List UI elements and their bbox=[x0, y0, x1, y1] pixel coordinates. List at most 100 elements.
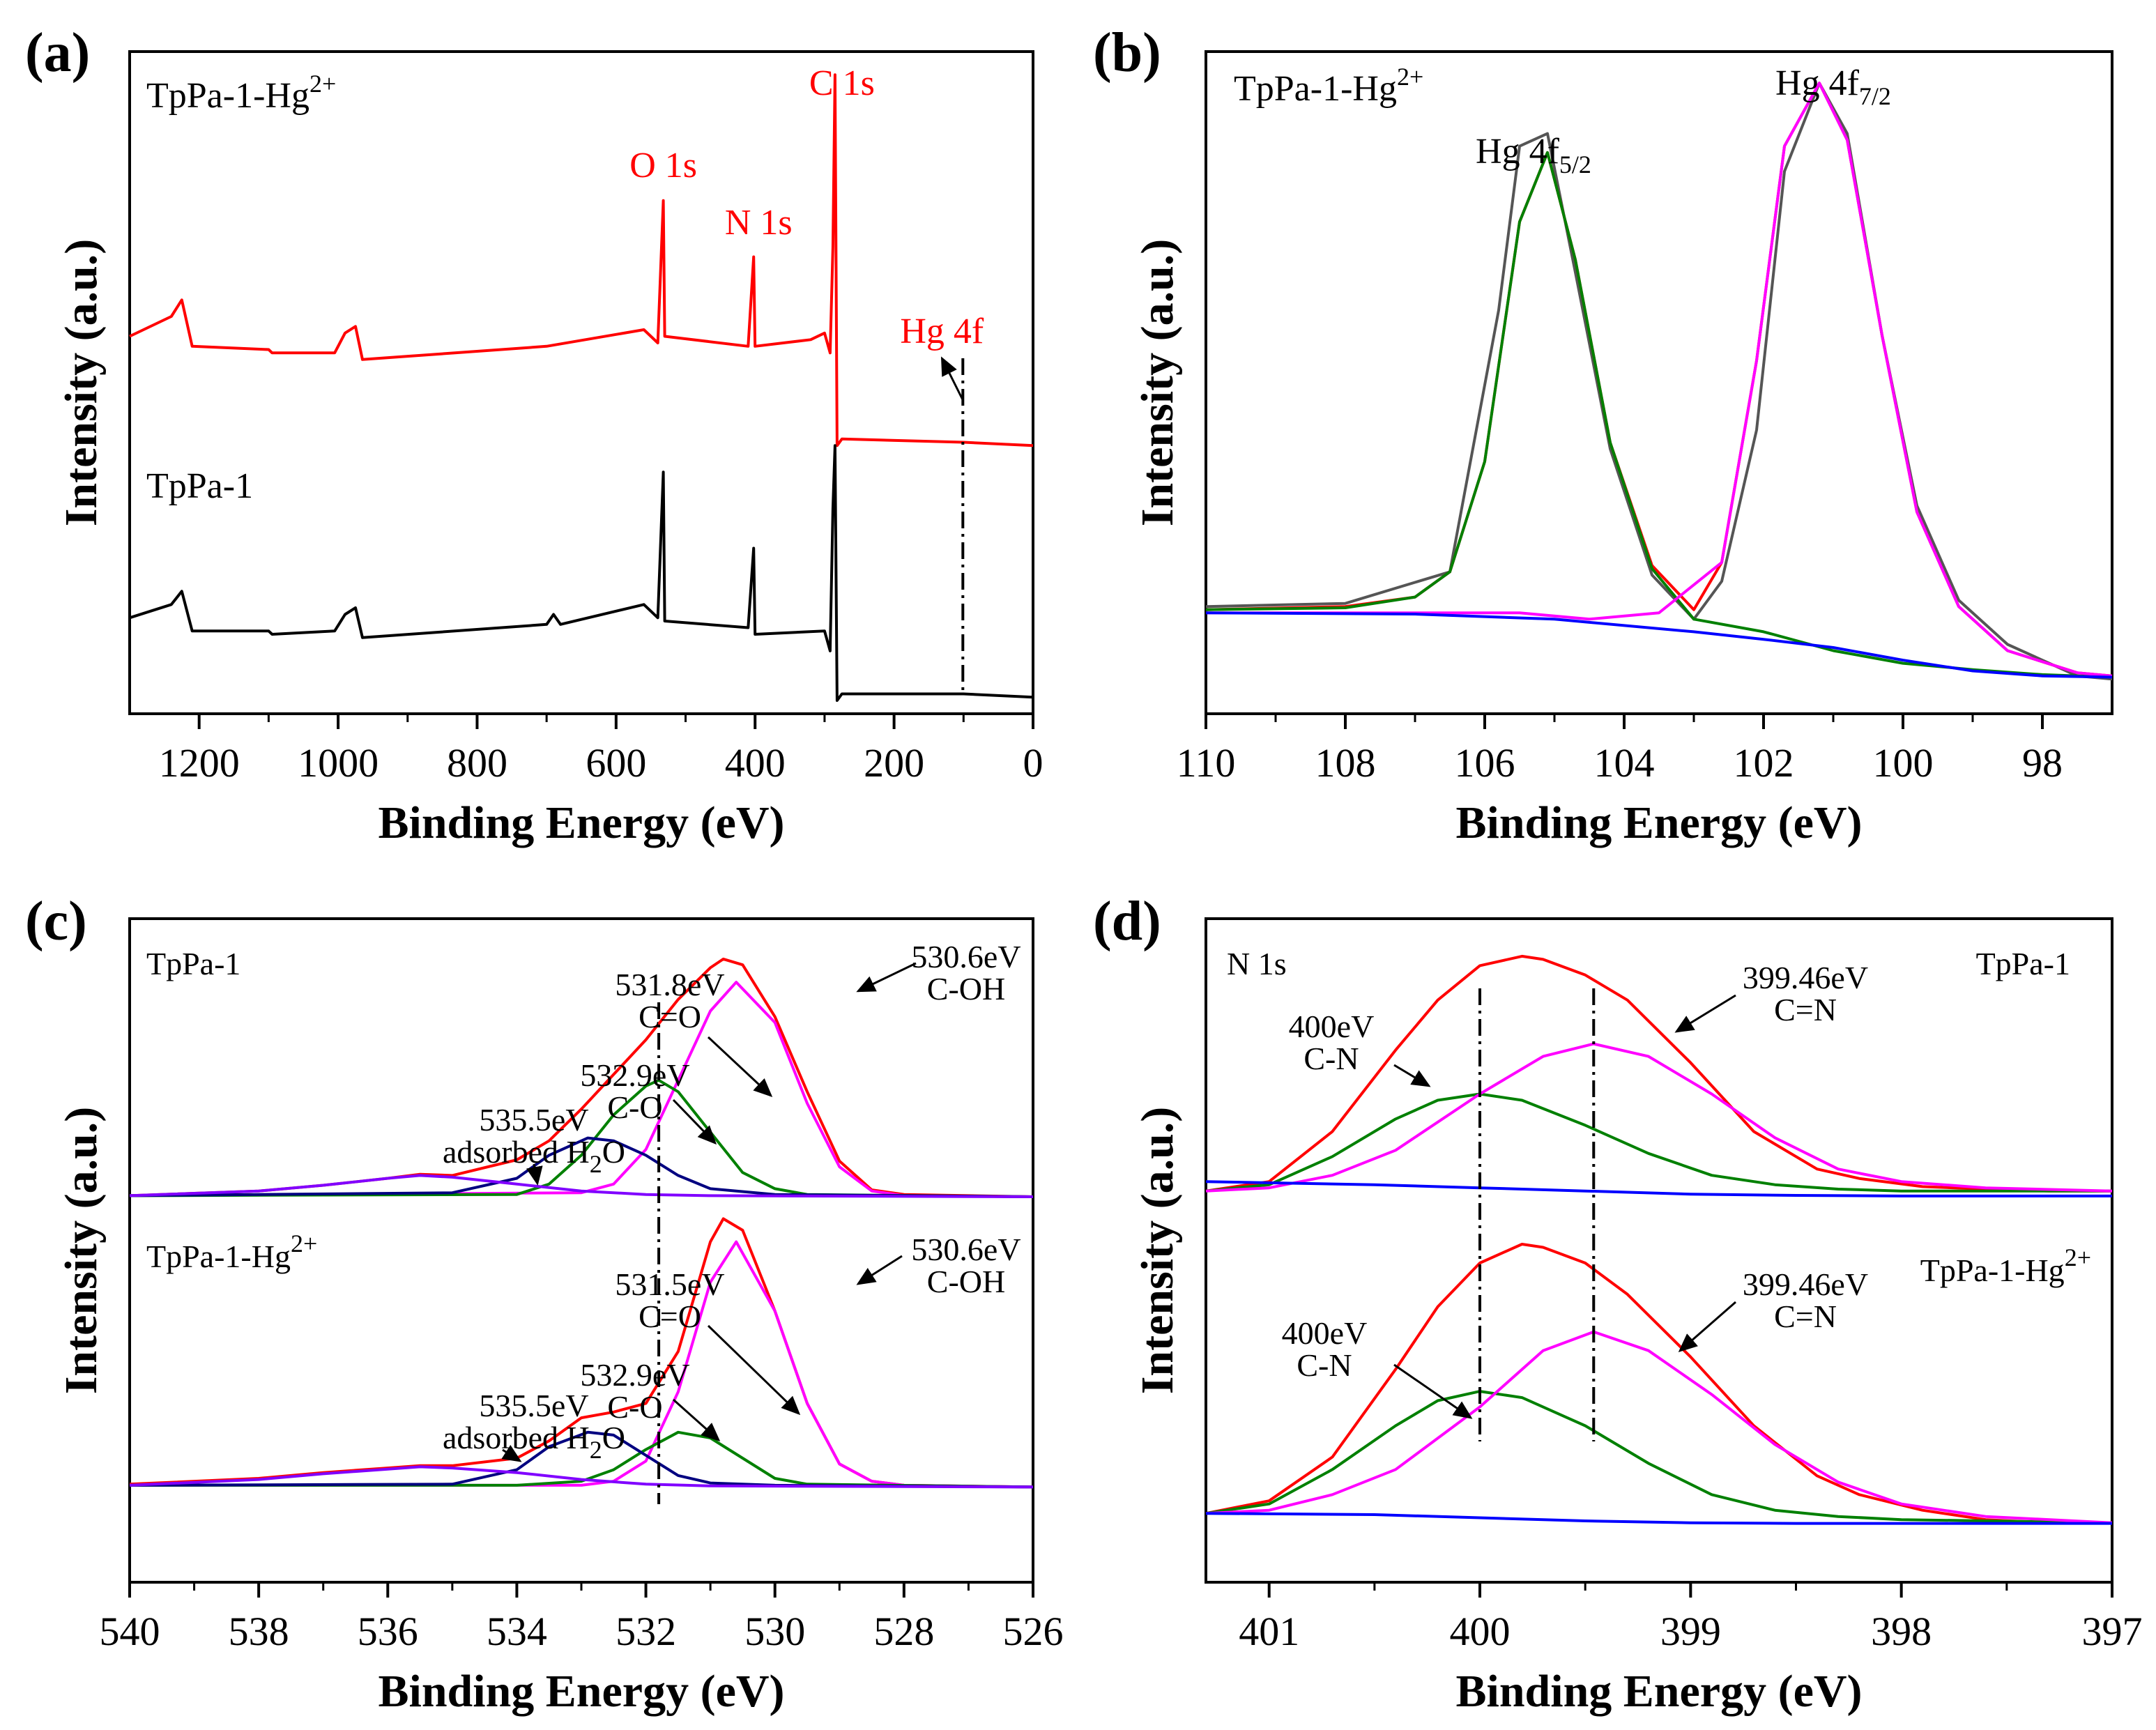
peak-arrow bbox=[707, 1036, 773, 1098]
x-tick-label: 398 bbox=[1871, 1609, 1932, 1654]
peak-annotation-energy: 530.6eV bbox=[911, 1232, 1020, 1267]
peak-annotation-species: C-N bbox=[1297, 1347, 1352, 1383]
panel-label: (d) bbox=[1093, 891, 1161, 952]
series-line bbox=[1205, 1042, 2113, 1193]
sample-label-hg: TpPa-1-Hg2+ bbox=[146, 70, 336, 116]
x-tick-label: 536 bbox=[358, 1609, 418, 1654]
peak-annotation-energy: 399.46eV bbox=[1743, 1266, 1868, 1302]
series-line bbox=[129, 1174, 1034, 1198]
peak-arrow bbox=[1393, 1363, 1473, 1419]
peak-annotation-species: C-O bbox=[607, 1089, 662, 1125]
y-axis-title: Intensity (a.u.) bbox=[1132, 1107, 1183, 1395]
peak-annotation-energy: 532.9eV bbox=[580, 1357, 689, 1393]
series-line bbox=[1205, 1512, 2112, 1525]
y-axis-title: Intensity (a.u.) bbox=[1132, 239, 1183, 527]
peak-annotation-species: C-O bbox=[607, 1389, 662, 1425]
peak-annotation-energy: 530.6eV bbox=[911, 939, 1020, 974]
x-tick-label: 100 bbox=[1873, 740, 1934, 786]
x-tick-label: 401 bbox=[1239, 1609, 1299, 1654]
x-tick-label: 102 bbox=[1734, 740, 1794, 786]
peak-arrow bbox=[526, 1163, 543, 1186]
series-line bbox=[1205, 611, 2113, 679]
region-label-n1s: N 1s bbox=[1227, 946, 1287, 981]
sample-label-tppa: TpPa-1 bbox=[146, 466, 253, 506]
series-group bbox=[1205, 954, 2113, 1525]
peak-annotation-energy: 531.5eV bbox=[615, 1266, 724, 1302]
x-tick-label: 108 bbox=[1315, 740, 1376, 786]
series-group bbox=[1205, 82, 2113, 681]
x-tick-label: 0 bbox=[1023, 740, 1043, 786]
sample-label-hg: TpPa-1-Hg2+ bbox=[1920, 1243, 2091, 1288]
x-tick-label: 1000 bbox=[298, 740, 379, 786]
peak-arrow bbox=[501, 1444, 522, 1462]
series-line bbox=[1205, 1092, 2112, 1193]
series-line bbox=[1205, 1180, 2112, 1197]
panel-label: (a) bbox=[25, 22, 90, 84]
x-tick-label: 600 bbox=[586, 740, 646, 786]
x-tick-label: 400 bbox=[1450, 1609, 1511, 1654]
peak-arrow bbox=[1678, 1301, 1736, 1352]
x-axis-title: Binding Energy (eV) bbox=[378, 797, 784, 848]
x-tick-label: 540 bbox=[100, 1609, 160, 1654]
peak-annotation-species: C=N bbox=[1774, 1299, 1837, 1334]
panel-label: (c) bbox=[25, 891, 87, 952]
series-line bbox=[129, 1465, 1034, 1489]
peak-annotation-energy: 400eV bbox=[1289, 1009, 1375, 1044]
y-axis-title: Intensity (a.u.) bbox=[56, 239, 107, 527]
x-tick-label: 1200 bbox=[159, 740, 240, 786]
series-group bbox=[129, 73, 1034, 702]
plot-frame bbox=[1205, 50, 2113, 715]
x-axis-title: Binding Energy (eV) bbox=[378, 1666, 784, 1717]
peak-annotation-species: C=O bbox=[639, 999, 701, 1034]
plot-frame bbox=[128, 50, 1034, 715]
x-tick-label: 397 bbox=[2082, 1609, 2143, 1654]
x-tick-label: 534 bbox=[487, 1609, 547, 1654]
peak-arrow bbox=[673, 1398, 721, 1441]
peak-label-n1s: N 1s bbox=[725, 203, 793, 243]
peak-arrow bbox=[672, 1099, 717, 1145]
peak-annotation-energy: 531.8eV bbox=[615, 967, 724, 1002]
peak-arrow bbox=[1393, 1064, 1431, 1087]
x-tick-label: 800 bbox=[447, 740, 507, 786]
peak-annotation-energy: 400eV bbox=[1282, 1315, 1368, 1351]
peak-label-o1s: O 1s bbox=[629, 146, 697, 185]
series-line bbox=[1205, 1390, 2113, 1524]
peak-label-hg4f: Hg 4f bbox=[900, 312, 984, 351]
sample-label-hg: TpPa-1-Hg2+ bbox=[146, 1230, 317, 1274]
peak-arrow bbox=[1674, 994, 1736, 1033]
series-line bbox=[129, 1430, 1034, 1489]
peak-annotation-species: C=N bbox=[1774, 992, 1837, 1027]
peak-annotation-species: adsorbed H2O bbox=[443, 1134, 625, 1178]
hg4f-arrow bbox=[940, 356, 964, 401]
peak-annotation-species: C=O bbox=[639, 1299, 701, 1334]
series-line bbox=[129, 73, 1034, 447]
panel-label: (b) bbox=[1093, 22, 1161, 84]
peak-annotation-energy: 535.5eV bbox=[479, 1102, 588, 1138]
series-line bbox=[1205, 82, 2113, 681]
x-tick-label: 104 bbox=[1594, 740, 1655, 786]
peak-annotation-species: C-OH bbox=[927, 971, 1005, 1006]
peak-annotation-species: C-N bbox=[1303, 1041, 1359, 1076]
peak-annotation-species: C-OH bbox=[927, 1264, 1005, 1299]
series-group bbox=[129, 957, 1034, 1489]
x-tick-label: 538 bbox=[229, 1609, 289, 1654]
series-line bbox=[129, 444, 1034, 702]
series-line bbox=[129, 981, 1034, 1198]
peak-annotation-energy: 399.46eV bbox=[1743, 960, 1868, 995]
x-tick-label: 526 bbox=[1003, 1609, 1064, 1654]
peak-arrow bbox=[856, 962, 917, 993]
peak-label-hg4f52: Hg 4f5/2 bbox=[1476, 132, 1591, 178]
x-tick-label: 98 bbox=[2022, 740, 2063, 786]
x-tick-label: 106 bbox=[1455, 740, 1515, 786]
series-line bbox=[1205, 82, 2113, 678]
x-axis-title: Binding Energy (eV) bbox=[1455, 797, 1862, 848]
x-tick-label: 110 bbox=[1177, 740, 1236, 786]
series-line bbox=[1205, 954, 2112, 1193]
peak-arrow bbox=[856, 1255, 903, 1285]
peak-label-hg4f72: Hg 4f7/2 bbox=[1775, 63, 1891, 110]
y-axis-title: Intensity (a.u.) bbox=[56, 1107, 107, 1395]
series-line bbox=[1205, 1330, 2113, 1524]
sample-label-tppa: TpPa-1 bbox=[146, 946, 240, 981]
x-tick-label: 400 bbox=[725, 740, 786, 786]
